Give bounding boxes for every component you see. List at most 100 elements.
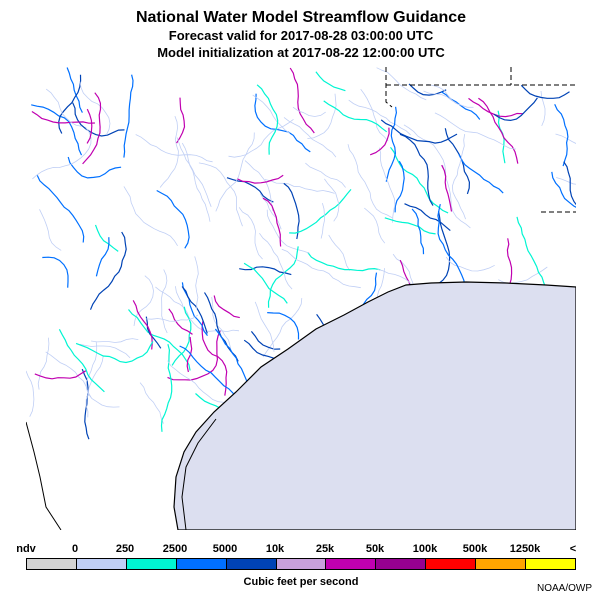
- river-segment: [369, 127, 390, 156]
- river-segment: [91, 338, 139, 343]
- river-segment: [281, 248, 361, 289]
- river-segment: [394, 160, 405, 213]
- river-segment: [283, 182, 300, 240]
- river-segment: [132, 300, 153, 350]
- river-segment: [292, 106, 326, 117]
- river-segment: [478, 97, 519, 164]
- legend-label: 5000: [212, 543, 238, 555]
- river-segment: [390, 146, 449, 214]
- river-segment: [520, 84, 570, 99]
- river-segment: [86, 108, 93, 144]
- river-segment: [380, 119, 458, 144]
- river-segment: [267, 246, 299, 308]
- legend-swatch: [226, 558, 277, 570]
- river-segment: [556, 177, 576, 185]
- river-segment: [139, 382, 164, 424]
- legend-label: <: [569, 543, 577, 555]
- river-segment: [37, 337, 50, 390]
- river-segment: [237, 174, 284, 184]
- river-segment: [360, 88, 389, 142]
- river-segment: [250, 331, 281, 350]
- legend-label: 0: [71, 543, 79, 555]
- river-segment: [458, 154, 504, 194]
- river-segment: [348, 99, 411, 136]
- river-segment: [32, 126, 92, 180]
- river-segment: [176, 97, 186, 144]
- legend-swatch: [326, 558, 377, 570]
- river-segment: [445, 256, 495, 272]
- legend-swatch: [26, 558, 77, 570]
- river-segment: [42, 256, 69, 288]
- map-title: National Water Model Streamflow Guidance: [135, 9, 467, 26]
- streamflow-map: [26, 67, 576, 530]
- river-segment: [307, 93, 337, 139]
- gulf-of-mexico: [173, 281, 576, 530]
- state-border-la-ms: [510, 67, 576, 213]
- river-segment: [320, 202, 325, 239]
- legend-label: ndv: [16, 543, 36, 555]
- river-segment: [159, 115, 179, 188]
- river-segment: [307, 251, 381, 272]
- river-segment: [283, 117, 337, 158]
- river-segment: [156, 189, 190, 249]
- river-segment: [228, 118, 294, 158]
- forecast-valid-time: Forecast valid for 2017-08-28 03:00:00 U…: [168, 28, 434, 43]
- river-segment: [252, 94, 291, 134]
- river-segment: [181, 286, 208, 334]
- river-segment: [411, 208, 425, 255]
- river-segment: [468, 97, 524, 118]
- river-segment: [437, 203, 466, 287]
- legend-labels: ndv 0 250 2500 5000 10k 25k 50k 100k 500k 1250k <: [0, 543, 602, 557]
- legend-swatch: [126, 558, 177, 570]
- river-segment: [289, 67, 315, 134]
- river-segment: [384, 217, 436, 235]
- river-segment: [427, 84, 474, 108]
- river-segment: [434, 112, 516, 150]
- legend-swatch: [476, 558, 527, 570]
- river-segment: [385, 106, 398, 182]
- legend-swatch: [276, 558, 327, 570]
- legend-swatch: [526, 558, 576, 570]
- credit-label: NOAA/OWP: [536, 583, 592, 594]
- river-segment: [79, 343, 131, 359]
- river-segment: [399, 133, 434, 206]
- title-block: National Water Model Streamflow Guidance…: [0, 8, 602, 61]
- river-segment: [440, 91, 481, 120]
- river-segment: [89, 231, 127, 310]
- river-segment: [347, 144, 393, 219]
- river-segment: [31, 110, 95, 124]
- river-segment: [451, 134, 466, 220]
- river-segment: [128, 309, 191, 371]
- river-segment: [256, 84, 279, 155]
- mexico-border: [26, 421, 62, 530]
- river-segment: [39, 209, 62, 251]
- river-segment: [201, 321, 228, 396]
- river-segment: [364, 207, 386, 244]
- legend-label: 100k: [412, 543, 438, 555]
- river-segment: [31, 104, 83, 156]
- legend-label: 25k: [315, 543, 335, 555]
- river-segment: [79, 81, 111, 135]
- river-segment: [95, 237, 110, 277]
- river-segment: [26, 370, 35, 417]
- river-segment: [404, 203, 451, 232]
- legend-swatch: [376, 558, 427, 570]
- river-segment: [563, 161, 576, 206]
- river-segment: [426, 211, 451, 288]
- river-segment: [135, 134, 213, 163]
- river-segment: [315, 71, 346, 92]
- river-segment: [262, 197, 282, 247]
- river-segment: [67, 156, 122, 179]
- river-segment: [226, 177, 274, 203]
- river-segment: [175, 286, 240, 333]
- river-segment: [540, 90, 546, 127]
- river-segment: [58, 329, 105, 393]
- river-segment: [75, 341, 154, 364]
- river-segment: [214, 328, 253, 391]
- legend-label: 2500: [162, 543, 188, 555]
- river-segment: [441, 164, 453, 212]
- river-segment: [239, 266, 292, 276]
- river-segment: [82, 92, 102, 165]
- legend-label: 10k: [265, 543, 285, 555]
- river-segment: [94, 224, 119, 252]
